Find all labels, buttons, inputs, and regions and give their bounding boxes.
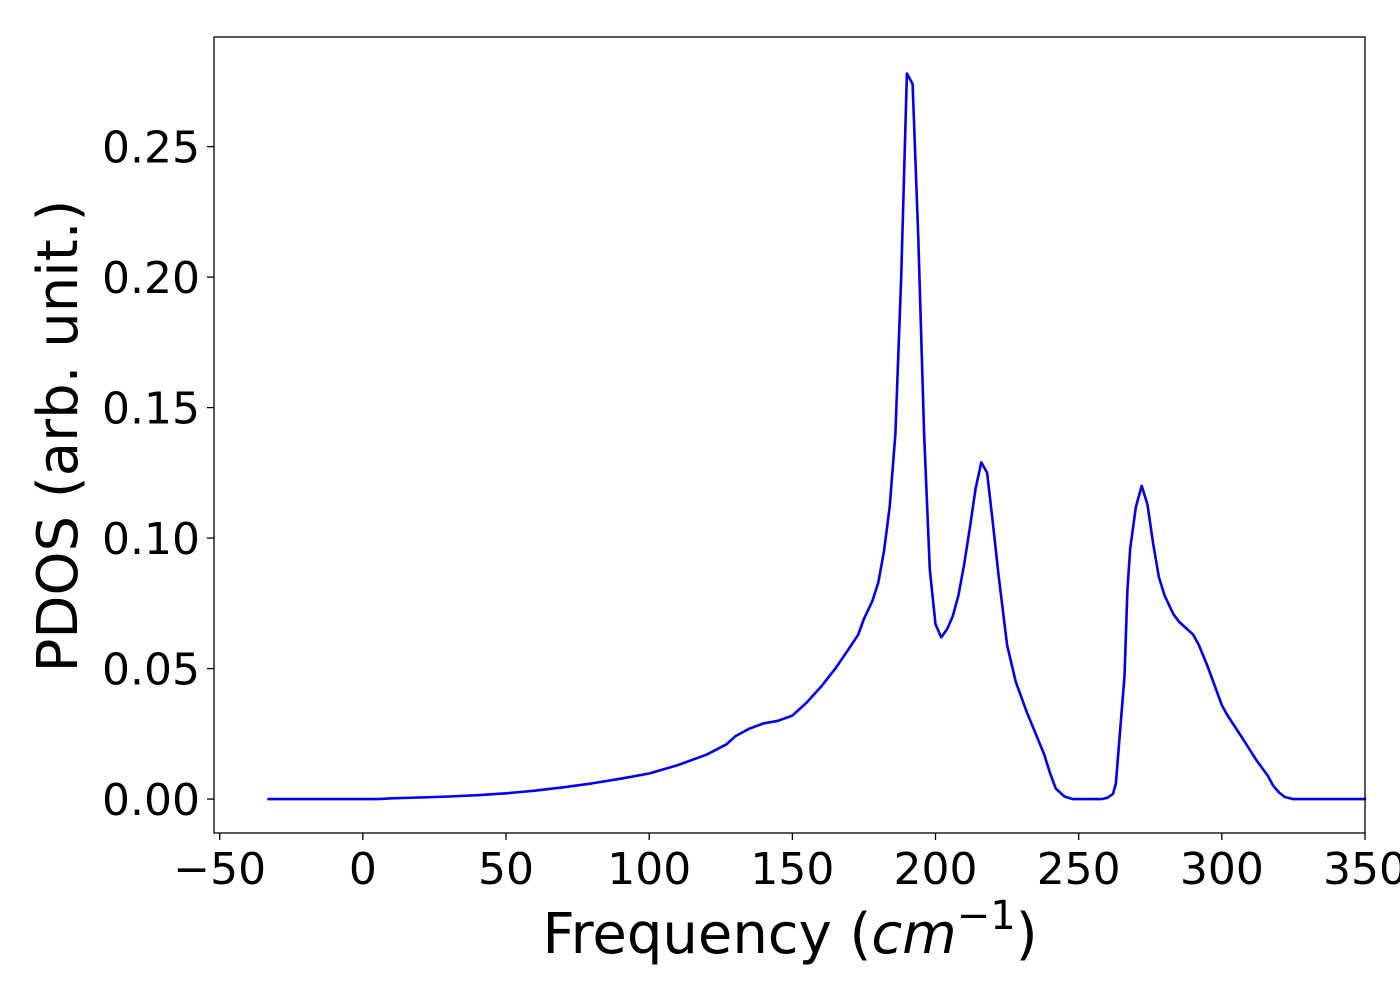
x-tick-label: 0: [349, 844, 377, 895]
x-tick-label: 300: [1180, 844, 1264, 895]
y-tick-label: 0.10: [102, 514, 200, 565]
x-tick-label: 150: [750, 844, 834, 895]
x-tick-label: 350: [1323, 844, 1400, 895]
x-axis: −50 0 50 100 150 200 250 300 350: [173, 833, 1400, 895]
series-layer: [267, 72, 1367, 801]
x-tick-label: 250: [1037, 844, 1121, 895]
x-tick-label: −50: [173, 844, 266, 895]
x-axis-label-unit: cm: [871, 902, 956, 967]
y-tick-label: 0.00: [102, 775, 200, 826]
x-axis-label-prefix: Frequency (: [542, 902, 871, 967]
y-axis-label: PDOS (arb. unit.): [26, 200, 91, 673]
y-tick-label: 0.20: [102, 253, 200, 304]
x-axis-label-exponent: −1: [957, 893, 1016, 939]
x-tick-label: 200: [894, 844, 978, 895]
plot-frame: [213, 36, 1366, 834]
x-axis-label-suffix: ): [1016, 902, 1038, 967]
x-tick-label: 50: [478, 844, 534, 895]
y-tick-label: 0.05: [102, 645, 200, 696]
x-axis-label: Frequency (cm−1): [542, 893, 1037, 967]
y-tick-label: 0.15: [102, 384, 200, 435]
y-tick-label: 0.25: [102, 123, 200, 174]
x-tick-label: 100: [607, 844, 691, 895]
series-line-0: [267, 72, 1367, 801]
y-axis: 0.00 0.05 0.10 0.15 0.20 0.25: [102, 123, 214, 826]
